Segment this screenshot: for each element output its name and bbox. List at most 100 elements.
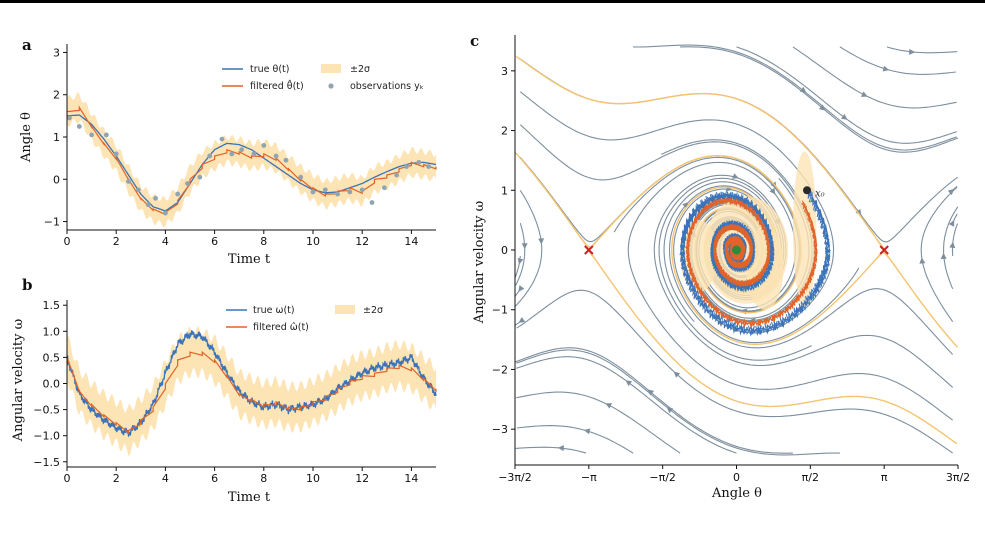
separatrix — [588, 250, 958, 445]
observation-point — [381, 185, 387, 191]
y-tick-label: −1.5 — [33, 456, 60, 469]
axA-true-line — [66, 114, 437, 212]
x-tick-label: 14 — [404, 472, 418, 485]
observation-point — [219, 136, 225, 142]
streamline-arrow — [625, 380, 633, 387]
streamline-arrow — [919, 257, 926, 264]
observation-point — [347, 189, 353, 195]
observation-point — [369, 200, 375, 205]
x-tick-label: 10 — [306, 235, 320, 248]
x-tick-label: −3π/2 — [498, 471, 532, 484]
saddle-point-marker — [584, 245, 594, 255]
x-tick-label: 8 — [260, 235, 267, 248]
observation-point — [426, 164, 432, 169]
streamline — [792, 46, 957, 109]
y-tick-label: 3 — [501, 65, 508, 78]
panel-b-label: b — [22, 276, 33, 294]
stable-equilibrium-marker — [732, 245, 741, 255]
streamline-arrow — [882, 65, 890, 72]
streamline — [680, 46, 959, 153]
y-tick-label: −3 — [492, 423, 508, 436]
x-tick-label: 12 — [355, 235, 369, 248]
streamline — [839, 46, 957, 75]
panel-c-label: c — [470, 32, 479, 50]
panel-a-label: a — [22, 36, 32, 54]
y-tick-label: 3 — [53, 46, 60, 59]
observation-point — [251, 151, 257, 157]
streamline — [516, 289, 954, 454]
y-tick-label: 1 — [501, 184, 508, 197]
y-tick-label: −0.5 — [33, 404, 60, 417]
streamline — [516, 349, 840, 456]
axB-filtered-line — [66, 350, 437, 435]
observation-point — [153, 195, 158, 201]
legend-b-band: ±2σ — [363, 305, 383, 316]
streamline-arrow — [948, 220, 955, 227]
y-tick-label: −1.0 — [33, 430, 60, 443]
axA-band — [67, 92, 436, 228]
observation-point — [298, 174, 304, 180]
streamline — [515, 446, 587, 454]
x-tick-label: 3π/2 — [946, 471, 970, 484]
streamline — [633, 44, 957, 151]
y-tick-label: 1.5 — [43, 299, 61, 312]
x-tick-label: −π — [581, 471, 597, 484]
observation-point — [404, 164, 409, 169]
y-tick-label: 0.0 — [43, 378, 61, 391]
streamline-arrow — [860, 91, 868, 97]
observation-point — [175, 191, 181, 197]
axB-band — [67, 326, 436, 456]
streamline — [736, 46, 957, 144]
panel-b-axes: 0 2 4 6 8 10 12 14 −1.5 −1.0 −0.5 0.0 0.5 1.0 1.5 — [33, 299, 437, 485]
saddle-point-marker — [879, 245, 889, 255]
observation-point — [229, 151, 235, 157]
streamline — [951, 223, 959, 257]
x-tick-label: 0 — [64, 235, 71, 248]
observation-point — [197, 174, 203, 180]
x-tick-label: 12 — [355, 472, 369, 485]
x-tick-label: 10 — [306, 472, 320, 485]
observation-point — [145, 202, 151, 208]
streamline-arrow — [605, 403, 613, 409]
x-tick-label: 6 — [211, 472, 218, 485]
panel-c-ylabel: Angular velocity ω — [472, 201, 487, 324]
panel-a-xlabel: Time t — [228, 252, 271, 267]
separatrix — [515, 55, 885, 250]
streamline — [943, 206, 959, 290]
panel-a-ylabel: Angle θ — [19, 112, 34, 163]
streamline-arrow — [909, 48, 916, 55]
streamline-arrow — [769, 187, 776, 195]
panel-b-ylabel: Angular velocity ω — [11, 319, 26, 442]
legend-a-filtered: filtered θ̂(t) — [250, 79, 304, 92]
legend-a-true: true θ(t) — [250, 64, 289, 75]
observation-point — [89, 132, 94, 138]
y-tick-label: 2 — [501, 125, 508, 138]
observation-point — [359, 187, 365, 193]
legend-a-band-swatch — [321, 64, 341, 73]
panel-a-legend: true θ(t) filtered θ̂(t) ±2σ observation… — [222, 64, 424, 92]
y-tick-label: 1.0 — [43, 325, 61, 338]
observation-point — [283, 157, 289, 163]
x-tick-label: 0 — [64, 472, 71, 485]
streamline-arrow — [517, 257, 524, 265]
x-tick-label: 6 — [211, 235, 218, 248]
x-tick-label: 2 — [113, 472, 120, 485]
panel-c-axes: x₀ −3π/2 −π −π/2 0 π/2 π 3π/2 −3 −2 −1 0 1 2 3 — [492, 35, 970, 484]
legend-b-true: true ω(t) — [253, 305, 295, 316]
observation-point — [335, 191, 340, 197]
observation-point — [322, 187, 328, 193]
separatrix — [515, 152, 590, 248]
panel-b-xlabel: Time t — [228, 490, 271, 505]
x-tick-label: 2 — [113, 235, 120, 248]
x-tick-label: 4 — [162, 472, 169, 485]
observation-point — [163, 210, 168, 216]
x-tick-label: 8 — [260, 472, 267, 485]
x-tick-label: π/2 — [802, 471, 819, 484]
observation-point — [394, 172, 400, 178]
y-tick-label: −1 — [492, 304, 508, 317]
legend-a-band: ±2σ — [350, 64, 370, 75]
streamline — [516, 356, 737, 454]
filtered-trajectory — [685, 197, 818, 328]
start-point-marker — [803, 186, 812, 195]
